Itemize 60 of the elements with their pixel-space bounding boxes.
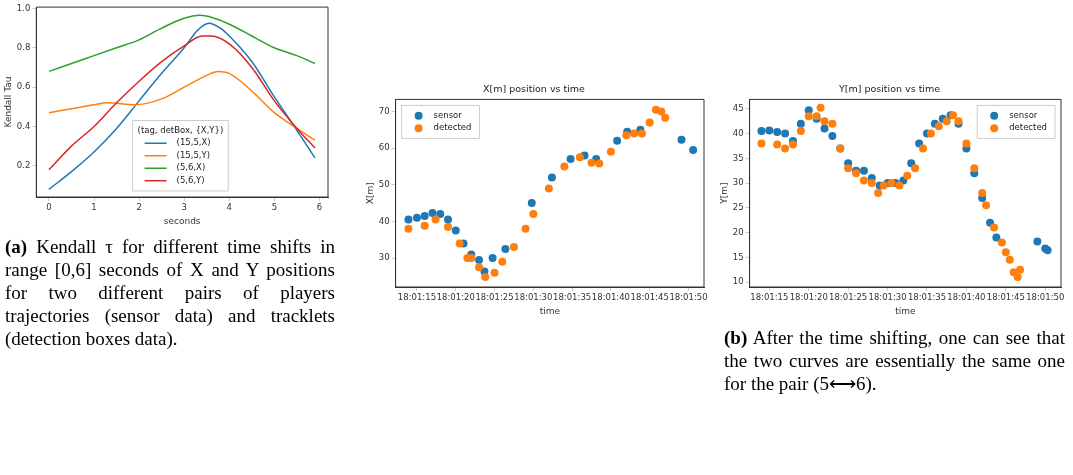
x-tick-label: 18:01:25 <box>475 292 514 303</box>
x-tick-label: 0 <box>46 202 52 213</box>
legend-label: (5,6,Y) <box>176 174 205 185</box>
x-tick-label: 18:01:35 <box>553 292 592 303</box>
chart-title: Y[m] position vs time <box>837 83 941 95</box>
x-tick-label: 18:01:50 <box>669 292 708 303</box>
y-tick-label: 0.2 <box>16 159 31 170</box>
y-axis-title: Y[m] <box>718 182 729 205</box>
y-tick-label: 45 <box>732 103 744 114</box>
x-tick-label: 18:01:50 <box>1026 292 1065 303</box>
x-tick-label: 18:01:45 <box>986 292 1025 303</box>
y-axis-title: Kendall Tau <box>2 76 13 128</box>
y-tick-label: 0.4 <box>16 120 31 131</box>
chart-title: X[m] position vs time <box>483 83 586 95</box>
x-tick-label: 18:01:45 <box>630 292 669 303</box>
y-tick-label: 0.6 <box>16 81 31 92</box>
y-tick-label: 60 <box>378 142 390 153</box>
x-tick-label: 18:01:25 <box>829 292 868 303</box>
x-tick-label: 18:01:30 <box>868 292 907 303</box>
legend-title: (tag, detBox, {X,Y}) <box>137 124 224 135</box>
y-tick-label: 30 <box>378 252 390 263</box>
y-tick-label: 25 <box>732 202 744 213</box>
x-tick-label: 18:01:20 <box>789 292 828 303</box>
x-tick-label: 6 <box>316 202 323 213</box>
x-tick-label: 5 <box>271 202 278 213</box>
legend-label: sensor <box>433 109 463 120</box>
y-tick-label: 10 <box>732 276 744 287</box>
y-tick-label: 50 <box>378 178 390 189</box>
x-axis-title: time <box>895 305 916 316</box>
y-tick-label: 15 <box>732 251 744 262</box>
y-axis-title: X[m] <box>364 182 375 205</box>
legend-label: detected <box>1009 122 1048 133</box>
x-tick-label: 18:01:40 <box>947 292 986 303</box>
text: (a) Kendall τ for different time shifts in range [0,6] seconds of X and Y positions for two different pairs of players trajectories (sensor data) and tracklets (detection boxes data). <box>5 235 335 350</box>
legend-label: (15,5,Y) <box>176 149 211 160</box>
x-tick-label: 2 <box>136 202 142 213</box>
x-axis-title: time <box>539 305 561 316</box>
x-tick-label: 18:01:15 <box>397 292 437 303</box>
x-tick-label: 18:01:30 <box>514 292 553 303</box>
x-tick-label: 18:01:20 <box>436 292 475 303</box>
legend-label: (5,6,X) <box>176 162 206 173</box>
text: (b) After the time shifting, one can see that the two curves are essentially the same one for the pair (5⟷6). <box>724 326 1065 395</box>
x-tick-label: 18:01:40 <box>591 292 631 303</box>
y-tick-label: 70 <box>378 105 390 116</box>
y-tick-label: 30 <box>732 177 744 188</box>
y-tick-label: 35 <box>732 152 744 163</box>
y-tick-label: 40 <box>732 127 744 138</box>
y-tick-label: 20 <box>732 226 744 237</box>
y-tick-label: 1.0 <box>16 2 31 13</box>
y-tick-label: 40 <box>378 215 390 226</box>
x-tick-label: 3 <box>181 202 187 213</box>
x-tick-label: 18:01:15 <box>750 292 789 303</box>
x-tick-label: 18:01:35 <box>907 292 947 303</box>
x-tick-label: 1 <box>91 202 97 213</box>
x-tick-label: 4 <box>226 202 232 213</box>
legend-label: (15,5,X) <box>176 137 211 148</box>
legend-label: sensor <box>1009 109 1038 120</box>
x-axis-title: seconds <box>163 215 201 226</box>
y-tick-label: 0.8 <box>16 42 31 52</box>
legend-label: detected <box>433 122 472 133</box>
